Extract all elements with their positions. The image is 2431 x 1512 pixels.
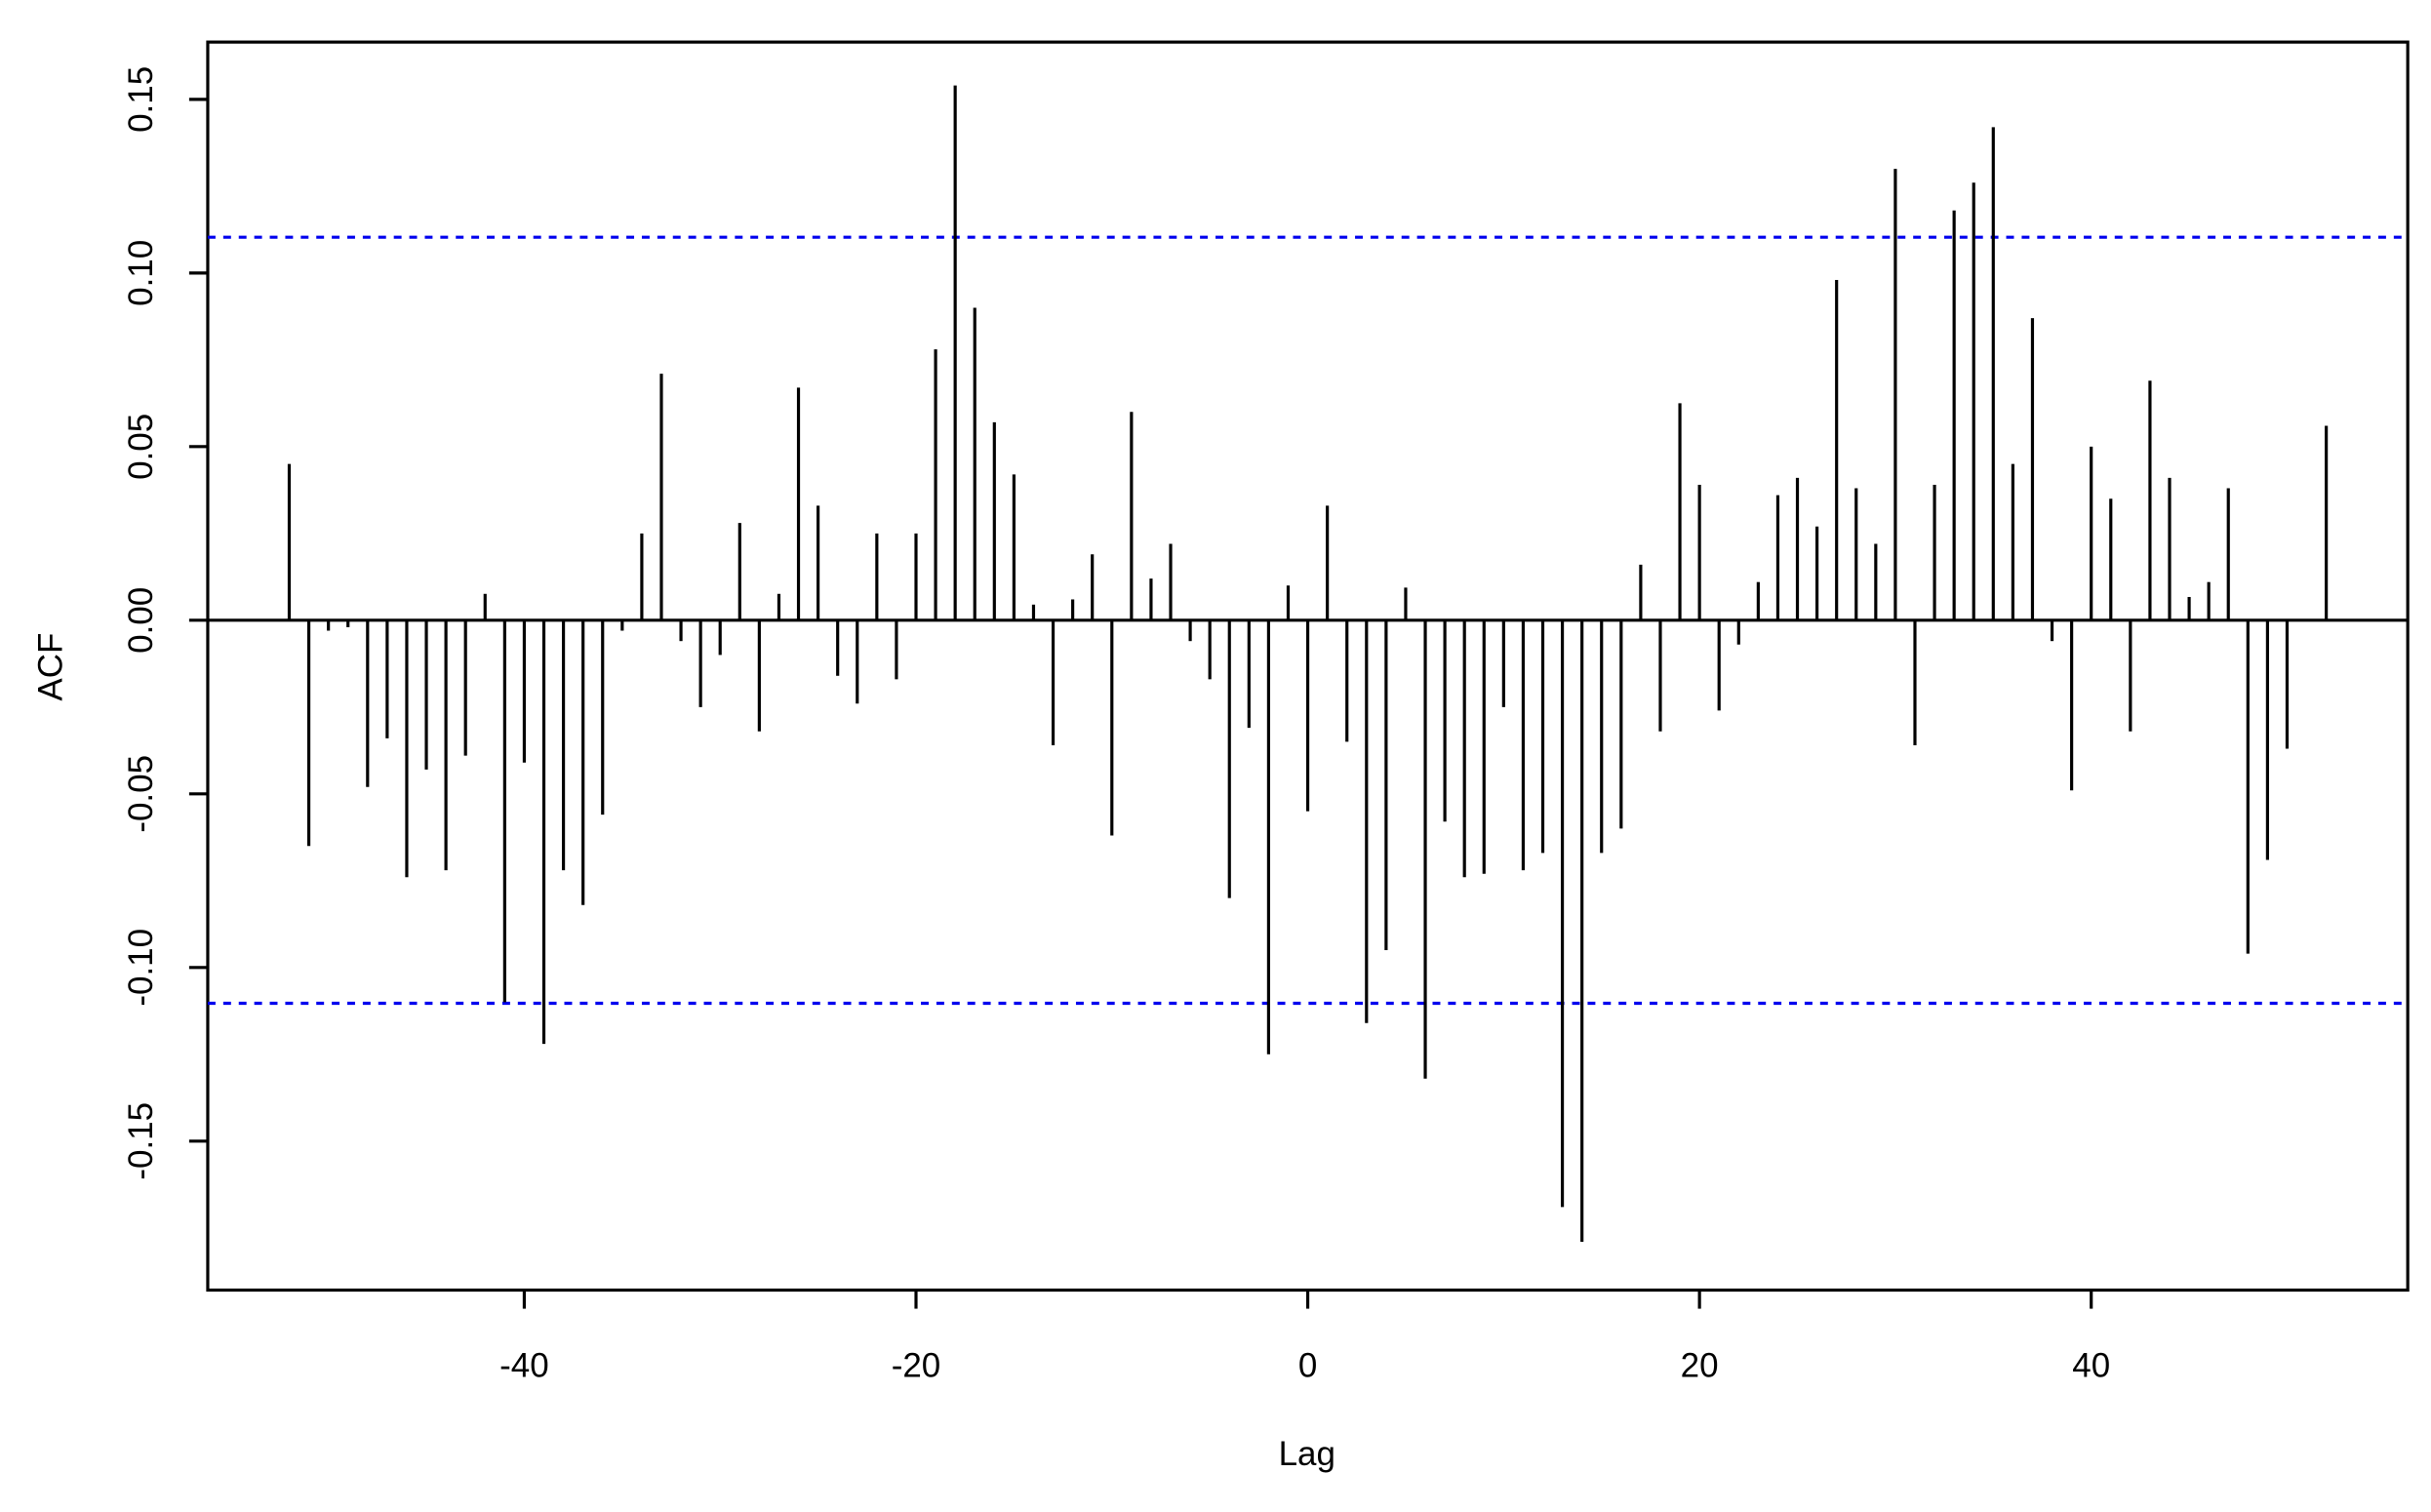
x-tick-label: 20	[1681, 1347, 1719, 1385]
x-tick-label: 0	[1298, 1347, 1317, 1385]
x-tick-label: 40	[2072, 1347, 2110, 1385]
y-tick-label: 0.10	[122, 240, 160, 306]
y-tick-label: 0.15	[122, 66, 160, 133]
y-axis-label: ACF	[32, 633, 70, 701]
x-axis-label: Lag	[1279, 1435, 1335, 1473]
y-tick-label: -0.05	[122, 755, 160, 833]
x-tick-label: -20	[892, 1347, 941, 1385]
y-tick-label: 0.00	[122, 587, 160, 654]
y-tick-label: -0.10	[122, 929, 160, 1007]
x-tick-label: -40	[499, 1347, 549, 1385]
y-tick-label: -0.15	[122, 1102, 160, 1180]
y-tick-label: 0.05	[122, 414, 160, 480]
